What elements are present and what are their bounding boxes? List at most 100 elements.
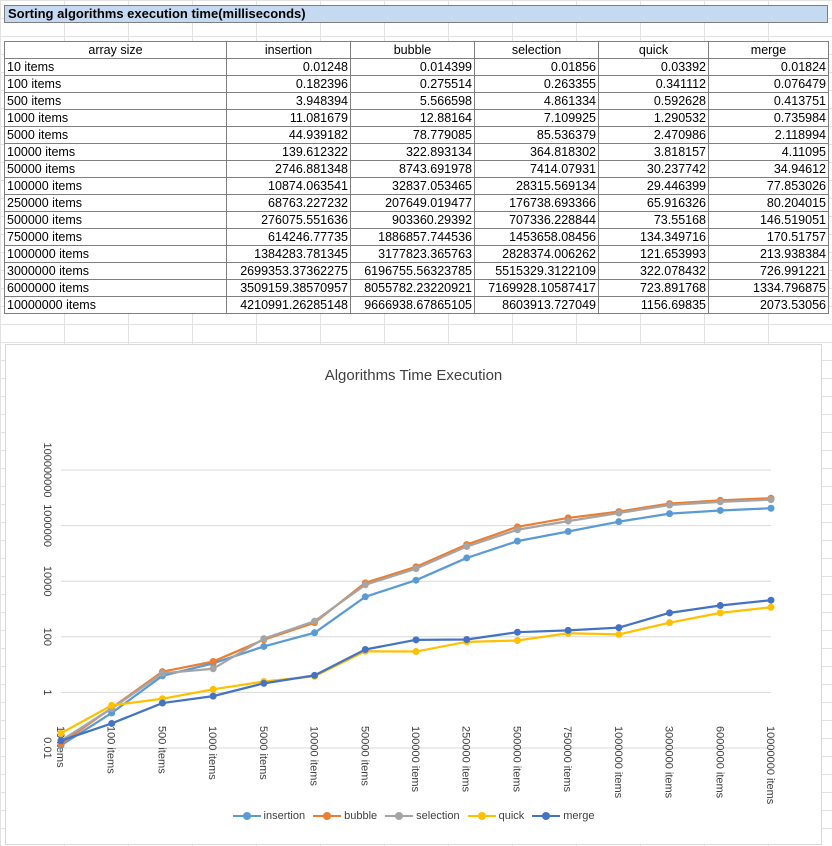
value-cell[interactable]: 11.081679 [226,109,351,127]
value-cell[interactable]: 3.818157 [598,143,709,161]
value-cell[interactable]: 44.939182 [226,126,351,144]
value-cell[interactable]: 322.893134 [350,143,475,161]
value-cell[interactable]: 7169928.10587417 [474,279,599,297]
value-cell[interactable]: 8055782.23220921 [350,279,475,297]
value-cell[interactable]: 1384283.781345 [226,245,351,263]
value-cell[interactable]: 0.076479 [708,75,829,93]
value-cell[interactable]: 4.11095 [708,143,829,161]
legend-item-merge[interactable]: merge [532,810,594,822]
value-cell[interactable]: 2699353.37362275 [226,262,351,280]
value-cell[interactable]: 207649.019477 [350,194,475,212]
chart[interactable]: Algorithms Time Execution 0.01 1 100 10000 1… [5,344,822,845]
value-cell[interactable]: 903360.29392 [350,211,475,229]
value-cell[interactable]: 2746.881348 [226,160,351,178]
row-label-cell[interactable]: 3000000 items [4,262,227,280]
column-header[interactable]: insertion [226,41,351,59]
value-cell[interactable]: 614246.77735 [226,228,351,246]
value-cell[interactable]: 0.01248 [226,58,351,76]
value-cell[interactable]: 30.237742 [598,160,709,178]
row-label-cell[interactable]: 1000 items [4,109,227,127]
value-cell[interactable]: 0.341112 [598,75,709,93]
value-cell[interactable]: 1453658.08456 [474,228,599,246]
value-cell[interactable]: 7.109925 [474,109,599,127]
row-label-cell[interactable]: 100000 items [4,177,227,195]
row-label-cell[interactable]: 500000 items [4,211,227,229]
value-cell[interactable]: 32837.053465 [350,177,475,195]
value-cell[interactable]: 73.55168 [598,211,709,229]
column-header[interactable]: quick [598,41,709,59]
value-cell[interactable]: 4210991.26285148 [226,296,351,314]
column-header[interactable]: selection [474,41,599,59]
value-cell[interactable]: 176738.693366 [474,194,599,212]
value-cell[interactable]: 80.204015 [708,194,829,212]
value-cell[interactable]: 2.118994 [708,126,829,144]
legend-item-insertion[interactable]: insertion [232,810,305,822]
value-cell[interactable]: 77.853026 [708,177,829,195]
value-cell[interactable]: 65.916326 [598,194,709,212]
value-cell[interactable]: 3177823.365763 [350,245,475,263]
value-cell[interactable]: 121.653993 [598,245,709,263]
value-cell[interactable]: 726.991221 [708,262,829,280]
value-cell[interactable]: 1886857.744536 [350,228,475,246]
row-label-cell[interactable]: 10000000 items [4,296,227,314]
value-cell[interactable]: 0.01856 [474,58,599,76]
row-label-cell[interactable]: 500 items [4,92,227,110]
value-cell[interactable]: 213.938384 [708,245,829,263]
value-cell[interactable]: 3509159.38570957 [226,279,351,297]
value-cell[interactable]: 0.592628 [598,92,709,110]
value-cell[interactable]: 28315.569134 [474,177,599,195]
value-cell[interactable]: 134.349716 [598,228,709,246]
value-cell[interactable]: 4.861334 [474,92,599,110]
value-cell[interactable]: 707336.228844 [474,211,599,229]
value-cell[interactable]: 146.519051 [708,211,829,229]
value-cell[interactable]: 0.263355 [474,75,599,93]
value-cell[interactable]: 0.182396 [226,75,351,93]
value-cell[interactable]: 12.88164 [350,109,475,127]
value-cell[interactable]: 2073.53056 [708,296,829,314]
value-cell[interactable]: 8603913.727049 [474,296,599,314]
column-header[interactable]: bubble [350,41,475,59]
value-cell[interactable]: 68763.227232 [226,194,351,212]
value-cell[interactable]: 0.735984 [708,109,829,127]
row-label-cell[interactable]: 10000 items [4,143,227,161]
value-cell[interactable]: 1.290532 [598,109,709,127]
row-label-cell[interactable]: 250000 items [4,194,227,212]
row-label-cell[interactable]: 750000 items [4,228,227,246]
legend-item-quick[interactable]: quick [467,810,524,822]
value-cell[interactable]: 1156.69835 [598,296,709,314]
value-cell[interactable]: 0.03392 [598,58,709,76]
column-header[interactable]: merge [708,41,829,59]
value-cell[interactable]: 170.51757 [708,228,829,246]
legend-item-selection[interactable]: selection [385,810,460,822]
legend-item-bubble[interactable]: bubble [313,810,377,822]
value-cell[interactable]: 2828374.006262 [474,245,599,263]
value-cell[interactable]: 0.01824 [708,58,829,76]
value-cell[interactable]: 1334.796875 [708,279,829,297]
value-cell[interactable]: 5.566598 [350,92,475,110]
row-label-cell[interactable]: 100 items [4,75,227,93]
value-cell[interactable]: 7414.07931 [474,160,599,178]
value-cell[interactable]: 3.948394 [226,92,351,110]
row-label-cell[interactable]: 1000000 items [4,245,227,263]
value-cell[interactable]: 139.612322 [226,143,351,161]
value-cell[interactable]: 0.014399 [350,58,475,76]
value-cell[interactable]: 723.891768 [598,279,709,297]
row-label-cell[interactable]: 50000 items [4,160,227,178]
value-cell[interactable]: 8743.691978 [350,160,475,178]
sheet-title[interactable]: Sorting algorithms execution time(millis… [4,5,828,23]
value-cell[interactable]: 322.078432 [598,262,709,280]
value-cell[interactable]: 34.94612 [708,160,829,178]
value-cell[interactable]: 0.413751 [708,92,829,110]
row-label-cell[interactable]: 5000 items [4,126,227,144]
value-cell[interactable]: 2.470986 [598,126,709,144]
value-cell[interactable]: 85.536379 [474,126,599,144]
value-cell[interactable]: 29.446399 [598,177,709,195]
value-cell[interactable]: 9666938.67865105 [350,296,475,314]
row-label-cell[interactable]: 10 items [4,58,227,76]
value-cell[interactable]: 10874.063541 [226,177,351,195]
value-cell[interactable]: 0.275514 [350,75,475,93]
value-cell[interactable]: 276075.551636 [226,211,351,229]
row-label-cell[interactable]: 6000000 items [4,279,227,297]
value-cell[interactable]: 5515329.3122109 [474,262,599,280]
value-cell[interactable]: 364.818302 [474,143,599,161]
